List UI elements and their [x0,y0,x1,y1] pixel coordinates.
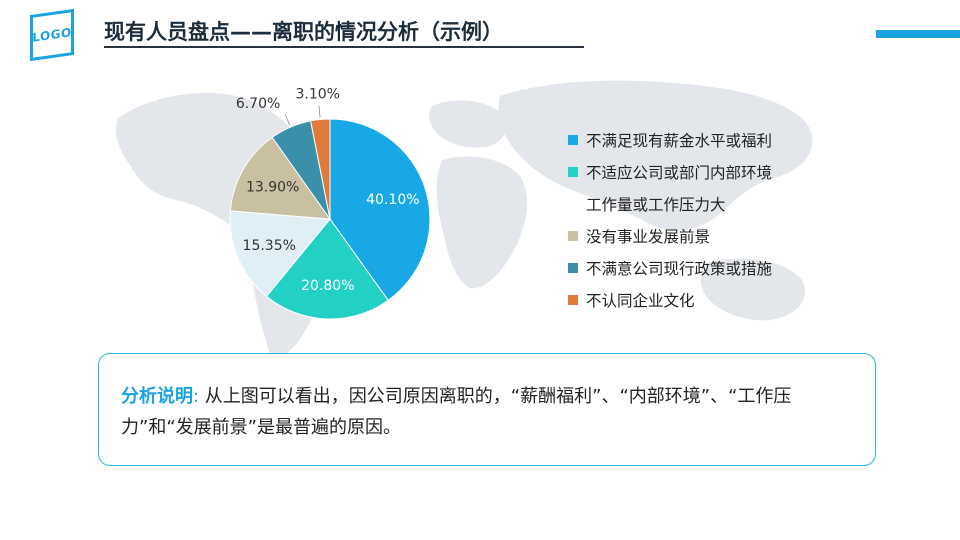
legend-swatch [568,135,578,145]
legend-swatch [568,167,578,177]
pie-data-label: 3.10% [295,87,339,103]
legend-swatch [568,231,578,241]
legend-label: 不适应公司或部门内部环境 [586,164,773,182]
pie-data-label: 20.80% [301,278,354,294]
pie-data-label: 13.90% [246,179,299,195]
pie-leader-line [284,114,291,126]
pie-data-label: 15.35% [243,238,296,254]
analysis-note-box: 分析说明: 从上图可以看出，因公司原因离职的，“薪酬福利”、“内部环境”、“工作… [98,353,876,466]
pie-slice [310,118,331,220]
note-heading: 分析说明 [121,386,193,407]
legend-item: 没有事业发展前景 [568,220,772,252]
note-separator: : [193,386,200,407]
accent-bar [876,30,960,38]
legend-swatch [568,295,578,305]
note-body: 从上图可以看出，因公司原因离职的，“薪酬福利”、“内部环境”、“工作压力”和“发… [121,386,792,438]
legend-item: 不满足现有薪金水平或福利 [568,124,772,156]
pie-slice [329,118,431,302]
legend-swatch [568,263,578,273]
pie-slice [229,136,332,220]
legend-swatch [568,199,578,209]
legend-label: 不认同企业文化 [586,292,695,310]
legend-label: 工作量或工作压力大 [586,196,726,214]
pie-leader-line [318,105,321,118]
chart-legend: 不满足现有薪金水平或福利 不适应公司或部门内部环境 工作量或工作压力大 没有事业… [568,124,772,316]
analysis-note: 分析说明: 从上图可以看出，因公司原因离职的，“薪酬福利”、“内部环境”、“工作… [121,382,851,443]
title-underline [104,46,584,48]
legend-label: 不满足现有薪金水平或福利 [586,132,773,150]
legend-label: 没有事业发展前景 [586,228,711,246]
pie-slice [229,210,331,298]
legend-item: 不满意公司现行政策或措施 [568,252,772,284]
legend-item: 不适应公司或部门内部环境 [568,156,772,188]
legend-label: 不满意公司现行政策或措施 [586,260,773,278]
legend-item: 不认同企业文化 [568,284,772,316]
pie-slice [265,218,389,320]
legend-item: 工作量或工作压力大 [568,188,772,220]
page-title: 现有人员盘点——离职的情况分析（示例） [104,20,503,44]
pie-data-label: 6.70% [236,96,280,112]
pie-data-label: 40.10% [366,192,419,208]
